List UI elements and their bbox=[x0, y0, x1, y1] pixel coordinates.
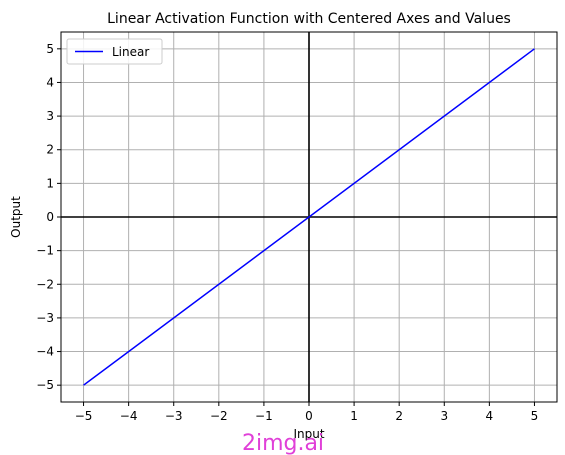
y-tick-label: −4 bbox=[36, 345, 54, 359]
x-axis-label: Input bbox=[293, 427, 324, 441]
y-tick-label: 4 bbox=[46, 75, 54, 89]
x-tick-label: 5 bbox=[531, 409, 539, 423]
y-tick-label: −2 bbox=[36, 277, 54, 291]
y-axis-ticks: −5 −4 −3 −2 −1 0 1 2 3 4 5 bbox=[36, 42, 61, 392]
chart-title: Linear Activation Function with Centered… bbox=[107, 11, 511, 27]
x-tick-label: −3 bbox=[165, 409, 183, 423]
y-tick-label: 5 bbox=[46, 42, 54, 56]
x-tick-label: 4 bbox=[486, 409, 494, 423]
x-tick-label: 2 bbox=[395, 409, 403, 423]
legend-box bbox=[66, 38, 163, 65]
series-lines bbox=[83, 48, 535, 386]
x-tick-label: 1 bbox=[350, 409, 358, 423]
y-tick-label: 1 bbox=[46, 176, 54, 190]
y-tick-label: 2 bbox=[46, 143, 54, 157]
x-tick-label: 3 bbox=[440, 409, 448, 423]
y-axis-label: Output bbox=[9, 196, 23, 238]
y-tick-label: −5 bbox=[36, 378, 54, 392]
series-line-linear bbox=[83, 48, 535, 386]
x-tick-label: 0 bbox=[305, 409, 313, 423]
y-tick-label: 0 bbox=[46, 210, 54, 224]
legend: Linear bbox=[66, 38, 163, 65]
x-tick-label: −1 bbox=[255, 409, 273, 423]
y-tick-label: −3 bbox=[36, 311, 54, 325]
x-tick-label: −2 bbox=[210, 409, 228, 423]
legend-label-linear: Linear bbox=[112, 45, 149, 59]
x-tick-label: −4 bbox=[120, 409, 138, 423]
x-axis-ticks: −5 −4 −3 −2 −1 0 1 2 3 4 5 bbox=[75, 402, 539, 423]
x-tick-label: −5 bbox=[75, 409, 93, 423]
y-tick-label: 3 bbox=[46, 109, 54, 123]
y-tick-label: −1 bbox=[36, 244, 54, 258]
watermark: 2img.ai bbox=[242, 431, 324, 455]
